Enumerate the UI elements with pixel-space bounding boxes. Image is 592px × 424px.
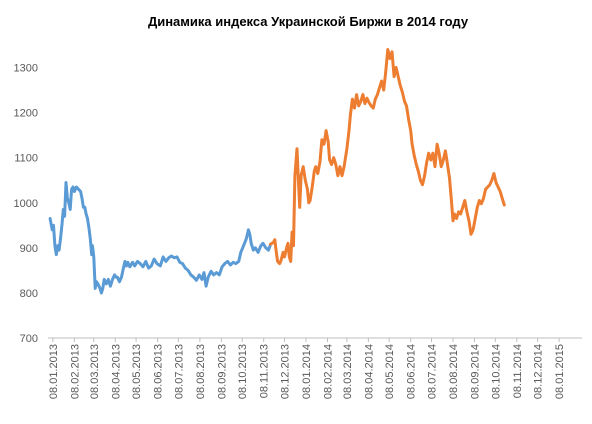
chart-title: Динамика индекса Украинской Биржи в 2014… <box>148 14 469 29</box>
x-axis-ticks: 08.01.2013 08.02.2013 08.03.2013 08.04.2013… <box>48 338 566 399</box>
y-tick-label: 800 <box>20 288 38 300</box>
x-tick-label: 08.04.2014 <box>363 344 375 399</box>
x-tick-label: 08.05.2013 <box>131 344 143 399</box>
y-tick-label: 1000 <box>14 198 38 210</box>
series-line-2 <box>269 48 506 266</box>
y-tick-label: 1300 <box>14 63 38 75</box>
x-tick-label: 08.08.2014 <box>448 344 460 399</box>
x-tick-label: 08.09.2013 <box>216 344 228 399</box>
y-tick-label: 1200 <box>14 108 38 120</box>
x-tick-label: 08.09.2014 <box>470 344 482 399</box>
y-tick-label: 700 <box>20 333 38 345</box>
x-tick-label: 08.02.2014 <box>322 344 334 399</box>
x-tick-label: 08.10.2013 <box>237 344 249 399</box>
x-tick-label: 08.01.2015 <box>554 344 566 399</box>
y-tick-label: 1100 <box>14 153 38 165</box>
x-tick-label: 08.07.2014 <box>427 344 439 399</box>
x-tick-label: 08.12.2014 <box>533 344 545 399</box>
x-tick-label: 08.05.2014 <box>384 344 396 399</box>
x-tick-label: 08.06.2014 <box>406 344 418 399</box>
y-axis-ticks: 700 800 900 1000 1100 1200 1300 <box>14 63 38 345</box>
x-tick-label: 08.11.2013 <box>259 344 271 398</box>
series-lines <box>48 48 506 295</box>
x-tick-label: 08.10.2014 <box>490 344 502 399</box>
x-tick-label: 08.06.2013 <box>153 344 165 399</box>
x-tick-label: 08.08.2013 <box>195 344 207 399</box>
y-tick-label: 900 <box>20 243 38 255</box>
x-tick-label: 08.12.2013 <box>279 344 291 399</box>
x-tick-label: 08.01.2014 <box>301 344 313 399</box>
x-tick-label: 08.03.2014 <box>342 344 354 399</box>
x-tick-label: 08.01.2013 <box>48 344 60 399</box>
x-tick-label: 08.07.2013 <box>173 344 185 399</box>
series-line-1 <box>48 181 273 295</box>
x-tick-label: 08.02.2013 <box>69 344 81 399</box>
x-tick-label: 08.04.2013 <box>110 344 122 399</box>
x-tick-label: 08.03.2013 <box>89 344 101 399</box>
x-tick-label: 08.11.2014 <box>512 344 524 398</box>
